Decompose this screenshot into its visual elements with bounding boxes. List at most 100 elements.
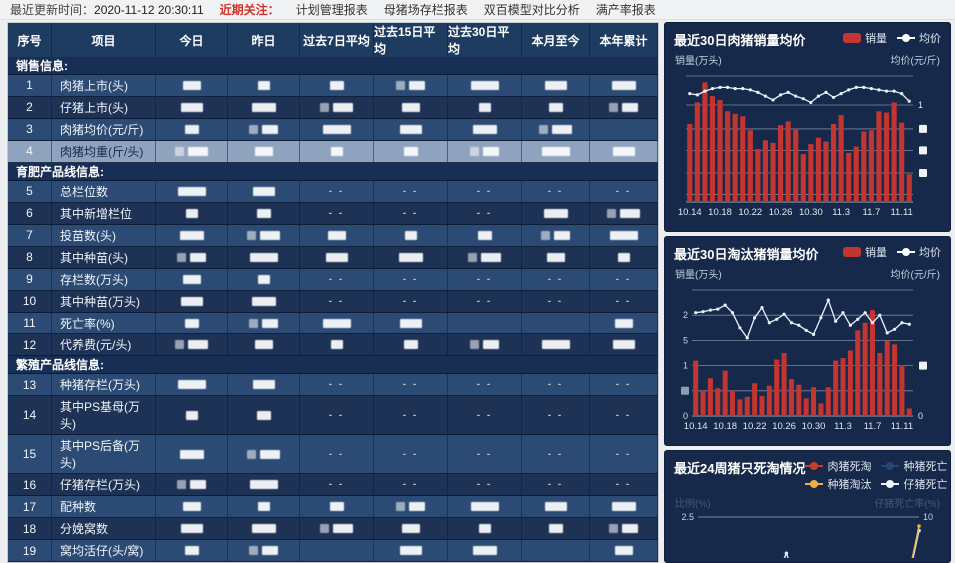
redacted-value [548, 102, 563, 112]
redacted-value [327, 230, 346, 240]
legend-item-均价[interactable]: 均价 [897, 244, 941, 260]
svg-text:10.18: 10.18 [713, 421, 737, 432]
dash-placeholder: - - [402, 479, 419, 491]
chart-legend: 肉猪死淘 种猪死亡 种猪淘汰 仔猪死亡 [805, 458, 947, 492]
table-row[interactable]: 12 代养费(元/头) [8, 334, 658, 357]
y-axis-right-title: 均价(元/斤) [890, 56, 940, 67]
legend-item-肉猪死淘[interactable]: 肉猪死淘 [805, 458, 871, 474]
value-cell [374, 334, 448, 356]
table-row[interactable]: 13 种猪存栏(万头) - - - - - - - - - - [8, 374, 658, 397]
no-data-cell: - - [374, 290, 448, 312]
no-data-cell: - - [590, 396, 658, 435]
no-data-cell: - - [300, 202, 374, 224]
table-row[interactable]: 1 肉猪上市(头) [8, 75, 658, 97]
value-cell [228, 140, 300, 162]
legend-item-销量[interactable]: 销量 [843, 244, 887, 260]
table-row[interactable]: 2 仔猪上市(头) [8, 96, 658, 119]
col-header: 本月至今 [522, 23, 590, 57]
col-header: 项目 [52, 23, 156, 57]
redacted-value [257, 274, 270, 284]
redacted-value [548, 524, 563, 534]
report-link-2[interactable]: 双百模型对比分析 [483, 3, 580, 17]
value-cell [228, 96, 300, 118]
row-number: 17 [8, 496, 52, 518]
dash-placeholder: - - [615, 185, 632, 197]
value-cell [448, 75, 522, 96]
redacted-value [257, 80, 270, 90]
row-label: 分娩窝数 [52, 518, 156, 540]
row-number: 13 [8, 374, 52, 396]
value-cell [300, 224, 374, 246]
table-row[interactable]: 15 其中PS后备(万头) - - - - - - - - - - [8, 435, 658, 475]
row-label: 死亡率(%) [52, 312, 156, 334]
row-number: 9 [8, 268, 52, 290]
table-row[interactable]: 19 窝均活仔(头/窝) [8, 540, 658, 563]
redacted-value [251, 102, 276, 112]
value-cell [590, 496, 658, 518]
table-row[interactable]: 18 分娩窝数 [8, 518, 658, 541]
table-row[interactable]: 17 配种数 [8, 496, 658, 519]
no-data-cell: - - [300, 290, 374, 312]
table-row[interactable]: 10 其中种苗(万头) - - - - - - - - - - [8, 290, 658, 313]
redacted-value [182, 80, 201, 90]
legend-item-销量[interactable]: 销量 [843, 30, 887, 46]
row-number: 12 [8, 334, 52, 356]
table-row[interactable]: 6 其中新增栏位 - - - - - - [8, 202, 658, 225]
line-dot-swatch-icon [805, 479, 824, 489]
redacted-value [483, 146, 499, 156]
y-axis-right-title: 均价(元/斤) [890, 270, 940, 281]
legend-item-均价[interactable]: 均价 [897, 30, 941, 46]
report-link-0[interactable]: 计划管理报表 [295, 3, 368, 17]
table-row[interactable]: 3 肉猪均价(元/斤) [8, 118, 658, 141]
table-row[interactable]: 16 仔猪存栏(万头) - - - - - - - - - - [8, 474, 658, 497]
redacted-value [177, 252, 186, 262]
legend-item-种猪死亡[interactable]: 种猪死亡 [881, 458, 947, 474]
redacted-value [329, 502, 344, 512]
report-link-3[interactable]: 满产率报表 [595, 3, 656, 17]
chart-canvas: 2.510281.56 [681, 512, 933, 558]
svg-text:10.30: 10.30 [799, 207, 823, 218]
redacted-value [175, 340, 184, 350]
legend-item-种猪淘汰[interactable]: 种猪淘汰 [805, 476, 871, 492]
table-row[interactable]: 5 总栏位数 - - - - - - - - - - [8, 180, 658, 203]
table-row[interactable]: 9 存栏数(万头) - - - - - - - - - - [8, 268, 658, 291]
legend-label: 销量 [865, 33, 887, 45]
svg-text:10.26: 10.26 [769, 207, 793, 218]
no-data-cell: - - [590, 290, 658, 312]
chart-title: 最近30日淘汰猪销量均价 [674, 247, 819, 262]
redacted-value [611, 502, 636, 512]
redacted-value [477, 230, 492, 240]
redacted-value [396, 502, 405, 512]
value-cell [590, 118, 658, 140]
table-body: 销售信息: 1 肉猪上市(头) 2 仔猪上市(头) 3 肉猪均价(元/斤) 4 肉猪均重(斤/头… [8, 57, 658, 563]
no-data-cell: - - [448, 180, 522, 202]
redacted-value [481, 252, 501, 262]
no-data-cell: - - [522, 290, 590, 312]
redacted-value [470, 340, 479, 350]
no-data-cell: - - [300, 268, 374, 290]
no-data-cell: - - [448, 435, 522, 474]
no-data-cell: - - [300, 396, 374, 435]
redacted-value [404, 230, 417, 240]
row-number: 18 [8, 518, 52, 540]
redacted-value [611, 80, 636, 90]
col-header: 序号 [8, 23, 52, 57]
redacted-value [185, 208, 198, 218]
table-row[interactable]: 7 投苗数(头) [8, 224, 658, 247]
value-cell [156, 474, 228, 496]
dash-placeholder: - - [328, 185, 345, 197]
table-row[interactable]: 4 肉猪均重(斤/头) [8, 140, 658, 163]
table-row[interactable]: 11 死亡率(%) [8, 312, 658, 335]
value-cell [374, 496, 448, 518]
redacted-value [252, 380, 275, 390]
redacted-value [614, 546, 633, 556]
report-link-1[interactable]: 母猪场存栏报表 [383, 3, 468, 17]
row-number: 8 [8, 246, 52, 268]
dash-placeholder: - - [615, 448, 632, 460]
value-cell [156, 268, 228, 290]
redacted-value [330, 340, 343, 350]
table-row[interactable]: 14 其中PS基母(万头) - - - - - - - - - - [8, 396, 658, 436]
redacted-value [620, 208, 640, 218]
legend-item-仔猪死亡[interactable]: 仔猪死亡 [881, 476, 947, 492]
table-row[interactable]: 8 其中种苗(头) [8, 246, 658, 269]
